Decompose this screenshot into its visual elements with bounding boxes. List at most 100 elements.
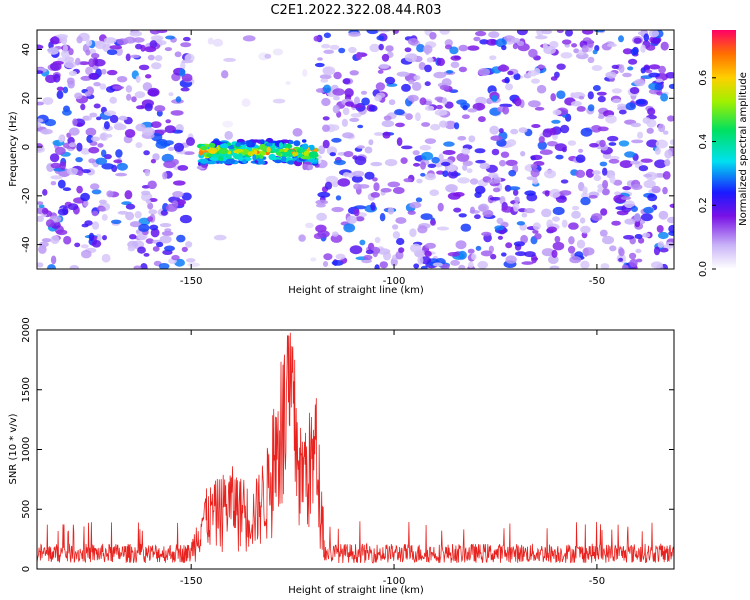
heatmap-cell — [600, 263, 610, 269]
heatmap-cell — [569, 256, 582, 264]
heatmap-cell — [114, 123, 127, 131]
colorbar-tick-label: 0.0 — [698, 261, 709, 277]
heatmap-cell — [534, 106, 545, 111]
heatmap-cell — [164, 140, 174, 146]
heatmap-cell — [506, 139, 517, 147]
heatmap-cell — [37, 201, 44, 205]
heatmap-cell — [315, 203, 326, 208]
colorbar-tick-label: 0.4 — [698, 134, 709, 150]
heatmap-cell — [446, 70, 454, 74]
heatmap-cell — [37, 262, 44, 268]
heatmap-cell — [609, 174, 616, 184]
heatmap-cell — [551, 249, 558, 258]
y-tick-label: 0 — [21, 566, 32, 572]
heatmap-cell — [552, 216, 560, 222]
heatmap-cell — [241, 98, 251, 107]
heatmap-cell — [599, 229, 608, 237]
heatmap-cell — [179, 214, 192, 224]
heatmap-cell — [419, 97, 427, 106]
heatmap-cell — [85, 49, 91, 56]
heatmap-cell — [59, 161, 66, 170]
heatmap-cell — [135, 43, 143, 50]
heatmap-cell — [332, 104, 340, 114]
heatmap-cell — [335, 253, 346, 260]
heatmap-cell — [357, 124, 364, 129]
heatmap-cell — [567, 140, 577, 146]
heatmap-cell — [424, 81, 431, 87]
x-tick-label: -100 — [383, 576, 406, 587]
heatmap-signal-cell — [247, 151, 255, 157]
heatmap-cell — [544, 169, 556, 179]
heatmap-cell — [80, 244, 89, 249]
y-tick-label: 1500 — [21, 377, 32, 402]
heatmap-cell — [177, 199, 184, 207]
heatmap-cell — [37, 70, 44, 74]
heatmap-cell — [164, 125, 176, 134]
heatmap-cell — [547, 226, 557, 233]
heatmap-cell — [521, 261, 534, 265]
heatmap-cell — [450, 55, 462, 61]
heatmap-cell — [99, 206, 106, 212]
heatmap-cell — [504, 76, 510, 84]
heatmap-cell — [588, 195, 598, 199]
heatmap-cell — [648, 72, 661, 78]
heatmap-cell — [145, 238, 154, 244]
heatmap-cell — [571, 43, 578, 48]
heatmap-cell — [635, 258, 643, 263]
heatmap-cell — [144, 46, 157, 53]
heatmap-cell — [112, 85, 124, 90]
heatmap-cell — [648, 64, 661, 70]
heatmap-cell — [81, 169, 91, 174]
x-tick-label: -100 — [383, 276, 406, 287]
heatmap-cell — [600, 208, 608, 216]
heatmap-cell — [618, 140, 630, 147]
heatmap-cell — [591, 65, 603, 71]
heatmap-cell — [442, 150, 456, 155]
colorbar-ticks: 0.0 0.2 0.4 0.6 — [698, 70, 716, 277]
heatmap-cell — [508, 186, 521, 191]
heatmap-cell — [570, 100, 582, 107]
heatmap-cell — [443, 141, 455, 147]
heatmap-cell — [432, 262, 443, 267]
heatmap-signal-cell — [264, 142, 273, 147]
heatmap-cell — [143, 150, 150, 156]
heatmap-signal-cell — [227, 142, 231, 147]
heatmap-cell — [541, 248, 555, 257]
heatmap-cell — [135, 75, 141, 83]
heatmap-cell — [512, 202, 520, 212]
heatmap-cell — [342, 132, 354, 139]
heatmap-cell — [374, 264, 380, 269]
heatmap-cell — [647, 193, 658, 202]
heatmap-cell — [657, 241, 664, 248]
heatmap-signal-cell — [293, 140, 301, 147]
heatmap-cell — [91, 240, 102, 248]
heatmap-cell — [658, 210, 669, 220]
heatmap-cell — [618, 64, 625, 73]
heatmap-cell — [62, 86, 69, 94]
heatmap-cell — [618, 35, 624, 43]
heatmap-cell — [50, 255, 57, 265]
heatmap-cell — [527, 70, 538, 77]
heatmap-cell — [145, 199, 151, 204]
heatmap-cell — [546, 141, 558, 147]
heatmap-cell — [412, 150, 420, 156]
heatmap-cell — [113, 159, 123, 164]
heatmap-cell — [313, 35, 321, 42]
heatmap-cell — [439, 120, 448, 128]
heatmap-cell — [355, 216, 365, 222]
heatmap-cell — [264, 53, 272, 59]
heatmap-cell — [420, 172, 426, 177]
heatmap-cell — [560, 179, 569, 184]
heatmap-cell — [520, 234, 528, 244]
heatmap-cell — [341, 118, 348, 127]
heatmap-cell — [382, 131, 391, 139]
heatmap-cell — [417, 225, 428, 234]
heatmap-cell — [470, 206, 475, 214]
heatmap-cell — [180, 87, 190, 92]
heatmap-cell — [320, 78, 329, 83]
heatmap-cell — [623, 200, 635, 209]
heatmap-cell — [535, 35, 548, 40]
heatmap-cell — [479, 162, 491, 170]
heatmap-cell — [491, 95, 498, 102]
heatmap-cell — [581, 45, 589, 53]
